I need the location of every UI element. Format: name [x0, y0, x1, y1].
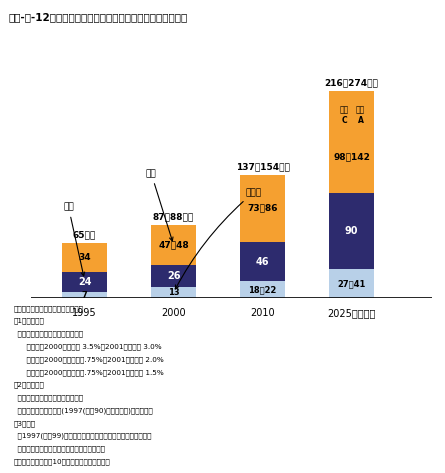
- Text: 試算
A: 試算 A: [356, 105, 365, 125]
- Text: 2010: 2010: [250, 308, 275, 318]
- Bar: [329, 193, 374, 269]
- Text: 87～88兆円: 87～88兆円: [153, 212, 194, 221]
- Bar: [329, 269, 374, 298]
- Text: 90: 90: [345, 226, 358, 236]
- Text: ・国立社会保障・人口問題研究所: ・国立社会保障・人口問題研究所: [13, 394, 84, 401]
- Text: 試算
C: 試算 C: [340, 105, 349, 125]
- Text: 資料：压生省「平成10年版压生白書」より作成: 資料：压生省「平成10年版压生白書」より作成: [13, 458, 110, 465]
- Text: 7: 7: [82, 290, 87, 299]
- Text: 年金: 年金: [146, 169, 173, 241]
- Text: 24: 24: [78, 277, 91, 287]
- Bar: [240, 242, 285, 281]
- Text: 2000: 2000: [161, 308, 186, 318]
- Text: 73～86: 73～86: [247, 204, 278, 213]
- Text: ・介護保険制度が創設されるものとして算定: ・介護保険制度が創設されるものとして算定: [13, 446, 105, 452]
- Text: ・1997(平成99)年の医療保険制度改革後のものについて算定: ・1997(平成99)年の医療保険制度改革後のものについて算定: [13, 433, 152, 439]
- Bar: [62, 272, 107, 292]
- Text: 216～274兆円: 216～274兆円: [324, 79, 379, 88]
- Text: 試算Ａ　2000年度まで 3.5%，2001年度以降 3.0%: 試算Ａ 2000年度まで 3.5%，2001年度以降 3.0%: [13, 343, 162, 350]
- Bar: [240, 175, 285, 242]
- Text: 27～41: 27～41: [337, 279, 366, 288]
- Bar: [151, 287, 196, 298]
- Text: 福祉等: 福祉等: [175, 188, 262, 289]
- Text: 試算Ｂ　2000年度まで１.75%，2001年度以降 2.0%: 試算Ｂ 2000年度まで１.75%，2001年度以降 2.0%: [13, 356, 164, 363]
- Text: 1995: 1995: [72, 308, 97, 318]
- Text: 98～142: 98～142: [333, 153, 370, 162]
- Bar: [151, 225, 196, 265]
- Text: 注）試算の前提は、以下のとおり。: 注）試算の前提は、以下のとおり。: [13, 305, 83, 312]
- Text: （3）制度: （3）制度: [13, 420, 36, 427]
- Text: 2025（年度）: 2025（年度）: [328, 308, 376, 318]
- Text: （1）経済指標: （1）経済指標: [13, 318, 44, 324]
- Text: 47～48: 47～48: [158, 240, 189, 249]
- Text: 「日本の将来推計人口(1997(平成90)年１月推計)」中位推計: 「日本の将来推計人口(1997(平成90)年１月推計)」中位推計: [13, 407, 153, 414]
- Bar: [62, 243, 107, 272]
- Text: 46: 46: [256, 256, 269, 266]
- Text: 34: 34: [78, 253, 91, 262]
- Text: 試算Ｃ　2000年度まで１.75%，2001年度以降 1.5%: 試算Ｃ 2000年度まで１.75%，2001年度以降 1.5%: [13, 369, 164, 376]
- Text: 医療: 医療: [63, 203, 85, 276]
- Bar: [151, 265, 196, 287]
- Text: （2）人口推計: （2）人口推計: [13, 382, 44, 388]
- Text: 137～154兆円: 137～154兆円: [235, 162, 290, 171]
- Text: 13: 13: [168, 288, 179, 297]
- Text: 第１-１-12図　社会保障（現行制度）の給付と負担の見通し: 第１-１-12図 社会保障（現行制度）の給付と負担の見通し: [9, 12, 188, 22]
- Text: 26: 26: [167, 271, 180, 281]
- Text: 65兆円: 65兆円: [73, 230, 96, 239]
- Bar: [240, 281, 285, 298]
- Bar: [62, 292, 107, 298]
- Bar: [329, 91, 374, 193]
- Text: 18～22: 18～22: [248, 285, 277, 294]
- Text: ・名目国民所得の伸び率について: ・名目国民所得の伸び率について: [13, 331, 84, 337]
